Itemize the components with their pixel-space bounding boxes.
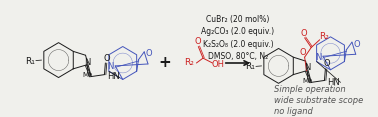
Text: HN: HN (327, 78, 340, 87)
Text: wide substrate scope: wide substrate scope (274, 96, 363, 105)
Text: N: N (107, 62, 114, 71)
Text: R₂: R₂ (184, 58, 194, 68)
Text: O: O (146, 49, 152, 58)
Text: O: O (103, 54, 110, 63)
Text: K₂S₂O₈ (2.0 equiv.): K₂S₂O₈ (2.0 equiv.) (203, 40, 273, 49)
Text: O: O (299, 48, 306, 57)
Text: DMSO, 80°C, N₂: DMSO, 80°C, N₂ (208, 52, 268, 61)
Text: Me: Me (302, 78, 313, 84)
Text: no ligand: no ligand (274, 107, 313, 116)
Text: CuBr₂ (20 mol%): CuBr₂ (20 mol%) (206, 15, 270, 24)
Text: Ag₂CO₃ (2.0 equiv.): Ag₂CO₃ (2.0 equiv.) (201, 27, 274, 36)
Text: Simple operation: Simple operation (274, 85, 345, 94)
Text: O: O (323, 59, 330, 68)
Text: HN: HN (107, 72, 120, 81)
Text: O: O (353, 40, 360, 49)
Text: R₁: R₁ (25, 57, 35, 66)
Text: N: N (84, 58, 91, 67)
Text: +: + (158, 55, 171, 71)
Text: O: O (301, 29, 307, 38)
Text: Me: Me (82, 72, 93, 78)
Text: N: N (304, 63, 311, 72)
Text: OH: OH (212, 60, 225, 69)
Text: O: O (194, 37, 201, 46)
Text: R₂: R₂ (319, 32, 329, 41)
Text: R₁: R₁ (245, 62, 255, 71)
Text: N: N (315, 53, 321, 62)
